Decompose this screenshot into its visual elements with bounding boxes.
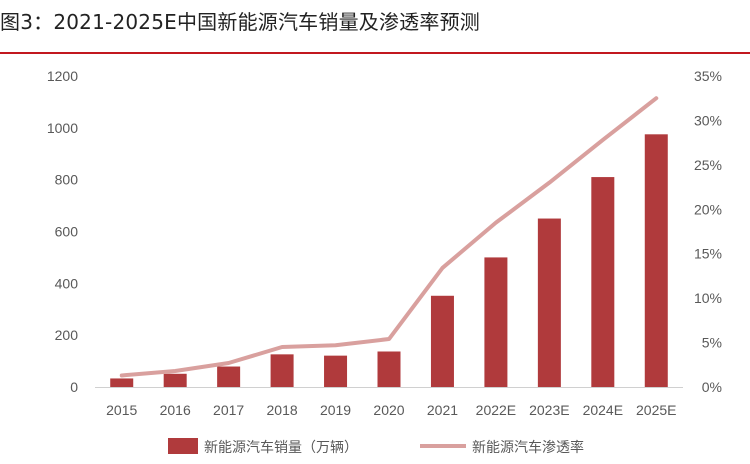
page-title: 图3：2021-2025E中国新能源汽车销量及渗透率预测: [0, 10, 480, 34]
legend-line-label: 新能源汽车渗透率: [472, 439, 584, 456]
x-axis: 2015 2016 2017 2018 2019 2020 2021 2022E 2023E 20…: [95, 387, 683, 418]
sales-bar: [163, 373, 187, 387]
sales-bar: [270, 354, 294, 387]
line-series: [119, 96, 659, 378]
sales-bar: [110, 378, 134, 387]
right-axis-tick-label: 5%: [702, 335, 722, 351]
bar-series: [110, 134, 668, 387]
legend-bar-label: 新能源汽车销量（万辆）: [204, 439, 358, 456]
right-axis-tick-label: 20%: [694, 201, 722, 217]
right-axis-tick-label: 35%: [694, 68, 722, 84]
x-axis-tick-label: 2017: [213, 402, 244, 418]
penetration-rate-line: [119, 96, 659, 378]
x-axis-tick-label: 2024E: [583, 402, 623, 418]
x-axis-tick-label: 2023E: [529, 402, 569, 418]
sales-bar: [644, 134, 668, 387]
sales-bar: [591, 177, 615, 387]
x-axis-tick-label: 2025E: [636, 402, 676, 418]
right-y-axis: 0% 5% 10% 15% 20% 25% 30% 35%: [694, 68, 722, 395]
left-axis-tick-label: 1200: [47, 68, 78, 84]
right-axis-tick-label: 10%: [694, 290, 722, 306]
left-axis-tick-label: 200: [55, 327, 79, 343]
legend: 新能源汽车销量（万辆） 新能源汽车渗透率: [168, 438, 584, 456]
legend-bar-swatch: [168, 438, 198, 454]
left-axis-tick-label: 400: [55, 275, 79, 291]
sales-bar: [484, 257, 508, 387]
left-axis-tick-label: 600: [55, 224, 79, 240]
title-divider: [0, 52, 750, 54]
x-axis-tick-label: 2022E: [476, 402, 516, 418]
sales-bar: [324, 355, 348, 387]
sales-bar: [430, 295, 454, 387]
x-axis-tick-label: 2020: [373, 402, 404, 418]
sales-bar: [377, 351, 401, 387]
right-axis-tick-label: 0%: [702, 379, 722, 395]
left-y-axis: 0 200 400 600 800 1000 1200: [47, 68, 78, 395]
left-axis-tick-label: 800: [55, 172, 79, 188]
right-axis-tick-label: 15%: [694, 246, 722, 262]
right-axis-tick-label: 30%: [694, 112, 722, 128]
left-axis-tick-label: 1000: [47, 120, 78, 136]
x-axis-tick-label: 2021: [427, 402, 458, 418]
x-axis-tick-label: 2018: [267, 402, 298, 418]
x-axis-tick-label: 2019: [320, 402, 351, 418]
x-axis-tick-label: 2015: [106, 402, 137, 418]
right-axis-tick-label: 25%: [694, 157, 722, 173]
left-axis-tick-label: 0: [70, 379, 78, 395]
x-axis-tick-label: 2016: [160, 402, 191, 418]
sales-bar: [537, 218, 561, 387]
sales-bar: [217, 366, 241, 387]
